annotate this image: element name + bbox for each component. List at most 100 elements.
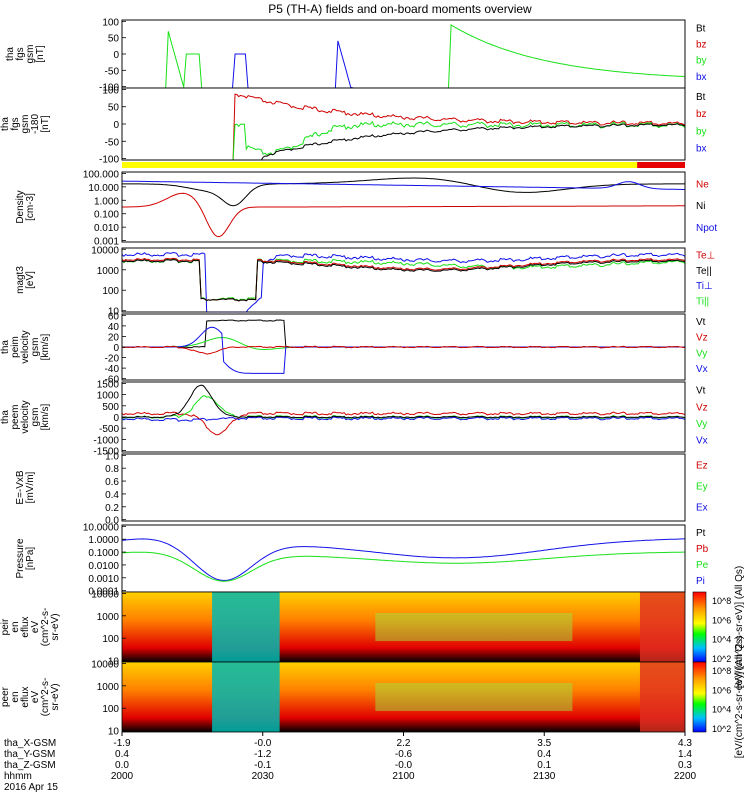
xaxis-value: 0.4 [115,749,129,760]
xaxis-value: -0.1 [254,760,272,771]
ylabel-line: magt3 [15,266,26,294]
ytick-label: 0 [113,343,119,354]
ytick-label: 0.100 [94,210,119,221]
legend-entry: by [696,56,707,67]
xaxis-value: 0.1 [537,760,551,771]
ytick-label: 0.8 [105,464,119,475]
ytick-label: 0.0100 [88,561,119,572]
ylabel-line: Pressure [15,538,26,578]
series-line [121,416,686,422]
ylabel-line: [nT] [35,45,46,62]
ylabel-line: tha [5,47,16,61]
ytick-label: 10000 [91,589,119,600]
ytick-label: 100 [102,286,119,297]
ylabel-line: eflux [20,686,31,707]
legend-entry: Ex [696,503,708,514]
xaxis-row-label: tha_Y-GSM [4,749,55,760]
legend-entry: Vx [696,364,708,375]
legend-entry: Ti⊥ [696,281,713,292]
ylabel-line: gsm [30,408,41,427]
panel-peir-spectrogram: 10^8 10^6 10^4 10^2 [eV/(cm^2-s-sr-eV)] (All… [0,566,745,688]
plot-border [121,453,686,522]
colorbar-tick: 10^4 [712,705,731,715]
ytick-label: 1000 [97,612,120,623]
legend-entry: Ni [696,201,705,212]
xaxis-value: -0.0 [395,760,413,771]
ylabel-line: tha [0,410,11,424]
series-line [121,259,686,302]
ytick-label: -1500 [93,447,119,458]
xaxis-value: 4.3 [678,738,692,749]
ylabel-line: gsm [20,115,31,134]
legend-entry: Ez [696,461,708,472]
ytick-label: 0.001 [94,237,119,248]
xaxis-value: -0.6 [395,749,413,760]
ylabel-line: [mV/m] [25,471,36,503]
ytick-label: -40 [105,364,120,375]
ylabel-line: sr-eV) [50,683,61,710]
legend-entry: Ey [696,482,708,493]
ylabel-line: (cm^2-s- [40,608,51,647]
spectrogram-band [639,592,685,662]
xaxis-value: 0.0 [115,760,129,771]
plot-border [121,171,686,243]
xaxis-date: 2016 Apr 15 [4,782,58,793]
ylabel-line: [nT] [40,115,51,132]
panel-fgs-zoom: Bt bz by bx 100 50 0 -50 -100 tha fgs gsm -180 [nT] [0,85,707,165]
ylabel-line: eV [30,691,41,704]
ytick-label: -1000 [93,435,119,446]
colorbar-tick: 10^6 [712,615,731,625]
ylabel-line: fgs [10,117,21,130]
plot-frame [121,87,686,161]
ylabel-line: sr-eV) [50,613,61,640]
ylabel-line: fgs [15,47,26,60]
colorbar-tick: 10^8 [712,666,731,676]
ytick-label: -50 [105,137,120,148]
ytick-label: -500 [99,424,119,435]
panel-efield: Ez Ey Ex 1.0 0.8 0.6 0.4 0.2 0.0 E=-VxB [mV/m] [15,451,708,526]
series-line [121,551,685,582]
ytick-label: 1000 [97,266,120,277]
ytick-label: -20 [105,354,120,365]
xaxis-value: 1.4 [678,749,692,760]
legend-entry: Pt [696,528,706,539]
xaxis-row-label: tha_X-GSM [4,738,56,749]
ylabel-line: peim [10,336,21,358]
ytick-label: 0.1000 [88,548,119,559]
xaxis-value: -1.9 [113,738,131,749]
ytick-label: 10000 [91,659,119,670]
series-line [121,384,686,419]
legend-entry: Pi [696,576,705,587]
xaxis-value: 0.4 [537,749,551,760]
xaxis-row-label: hhmm [4,771,32,782]
ylabel-line: Density [15,190,26,223]
colorbar-tick: 10^4 [712,635,731,645]
ytick-label: 100 [102,634,119,645]
mode-bar [637,162,685,168]
series-line [122,192,685,238]
ytick-label: 50 [108,34,120,45]
xaxis-value: 2100 [392,771,415,782]
xaxis-row-label: tha_Z-GSM [4,760,56,771]
ytick-label: 100 [102,17,119,28]
ytick-label: 500 [102,402,119,413]
legend-entry: Pe [696,560,709,571]
xaxis-value: 2.2 [397,738,411,749]
panel-temperature: Te⊥ Te|| Ti⊥ Ti|| 10000 1000 100 10 magt3 [eV] [15,245,715,317]
ytick-label: 0.0001 [88,587,119,598]
legend-entry: Ti|| [696,296,709,307]
legend-entry: Vt [696,386,706,397]
ytick-label: 10 [108,307,120,318]
ylabel-line: peer [0,686,11,707]
colorbar-label: [eV/(cm^2-s-sr-eV)] (All Qs) [734,566,745,688]
ytick-label: 0.4 [105,490,119,501]
ylabel-line: en [10,691,21,702]
spectrogram-band [375,683,573,711]
ytick-label: 10 [108,657,120,668]
legend-entry: Vt [696,317,706,328]
ylabel-line: [km/s] [40,403,51,430]
ytick-label: 0 [113,120,119,131]
ylabel-line: tha [0,340,11,354]
